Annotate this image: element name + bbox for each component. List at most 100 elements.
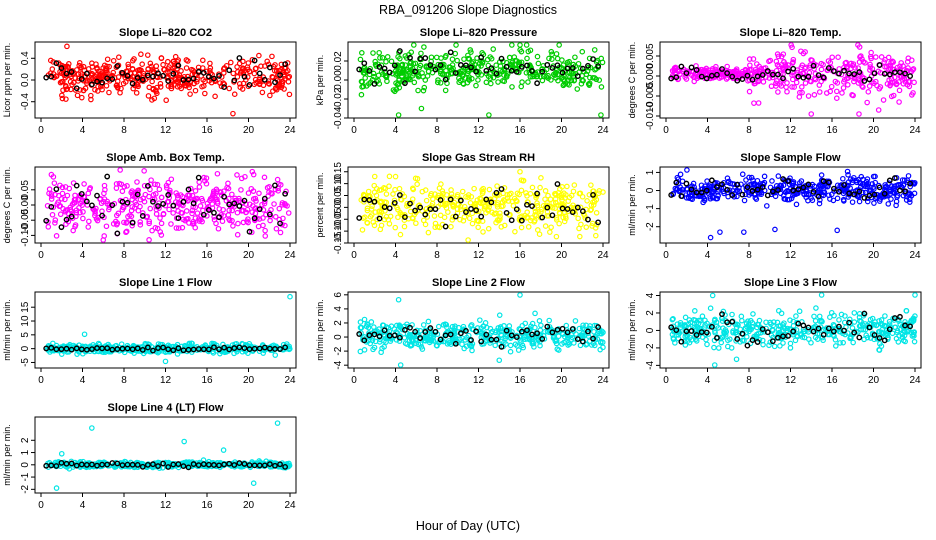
data-points [43,420,293,491]
data-point [48,171,55,178]
y-tick-label: -0.005 [645,81,656,110]
data-point [102,186,108,193]
overlay-point [277,220,283,227]
data-point [421,44,427,50]
x-tick-label: 12 [785,375,797,386]
data-point [403,55,410,61]
data-point [459,67,466,74]
x-tick-label: 16 [201,125,213,136]
overlay-point [820,74,827,81]
data-point [808,57,814,63]
data-point [282,222,288,229]
data-point [203,180,210,187]
data-point [712,66,719,73]
y-tick-label: 0 [20,345,31,351]
data-point [47,70,54,77]
data-point [793,313,799,319]
y-tick-label: -4 [333,360,344,369]
data-point [553,51,560,57]
y-tick-label: -2 [333,346,344,355]
data-point [450,65,456,72]
data-point [790,192,796,199]
overlay-point [442,76,449,83]
x-tick-label: 20 [243,250,255,261]
data-point [579,193,586,200]
overlay-point [43,74,50,81]
y-axis-label: Licor ppm per min. [2,43,12,118]
overlay-point [729,73,736,80]
data-point [366,81,372,87]
overlay-point [754,73,761,80]
overlay-point [749,76,756,83]
overlay-point [564,206,571,212]
x-tick-label: 4 [80,375,86,386]
data-point [891,189,898,196]
data-point [153,211,160,217]
data-point [773,78,780,84]
data-point [777,70,784,77]
data-point [409,196,416,202]
overlay-point [554,181,561,187]
data-point [553,75,559,81]
data-point [754,177,761,184]
overlay-point [744,72,751,79]
y-tick-label: -0.02 [333,87,344,110]
y-tick-label: -0.10 [20,224,31,247]
y-tick-label: 0.15 [333,162,344,182]
overlay-point [678,193,685,199]
data-points [43,43,293,117]
overlay-point [539,68,546,75]
data-point [854,179,860,186]
data-point [734,71,740,78]
data-point [458,206,464,213]
data-point [790,59,796,65]
x-tick-label: 8 [434,375,440,386]
data-point [497,210,503,216]
data-point [420,87,427,94]
data-point [231,91,238,98]
data-point [479,187,485,193]
data-point [811,313,817,320]
data-point [397,55,403,62]
panel-title: Slope Amb. Box Temp. [106,152,225,164]
data-point [221,70,227,76]
overlay-point [170,70,177,77]
data-point [593,209,600,216]
overlay-point [881,190,888,197]
data-point [862,60,868,66]
data-point [775,173,782,179]
y-axis-label: ml/min per min. [2,299,12,361]
data-point [904,59,911,65]
overlay-point [861,194,868,201]
overlay-point [261,76,268,83]
data-point [565,198,572,204]
overlay-point [376,64,383,70]
data-point [783,84,789,90]
data-point [392,186,398,193]
data-point [110,57,117,64]
overlay-point [139,76,146,83]
plot-frame [34,291,297,369]
data-point [773,58,780,65]
data-point [425,318,432,325]
data-point [147,205,154,212]
data-point [370,70,377,77]
data-point [431,213,438,219]
data-point [175,225,182,231]
data-point [698,186,705,193]
overlay-point [272,79,278,86]
overlay-point [569,65,576,71]
data-point [592,232,599,239]
data-point [375,77,381,84]
overlay-point [764,329,771,336]
data-point [447,64,454,71]
overlay-point [724,186,731,193]
data-point [818,189,824,196]
data-point [834,80,841,86]
data-point [207,197,213,204]
data-point [891,183,898,190]
data-point [215,225,222,232]
data-point [395,214,401,221]
